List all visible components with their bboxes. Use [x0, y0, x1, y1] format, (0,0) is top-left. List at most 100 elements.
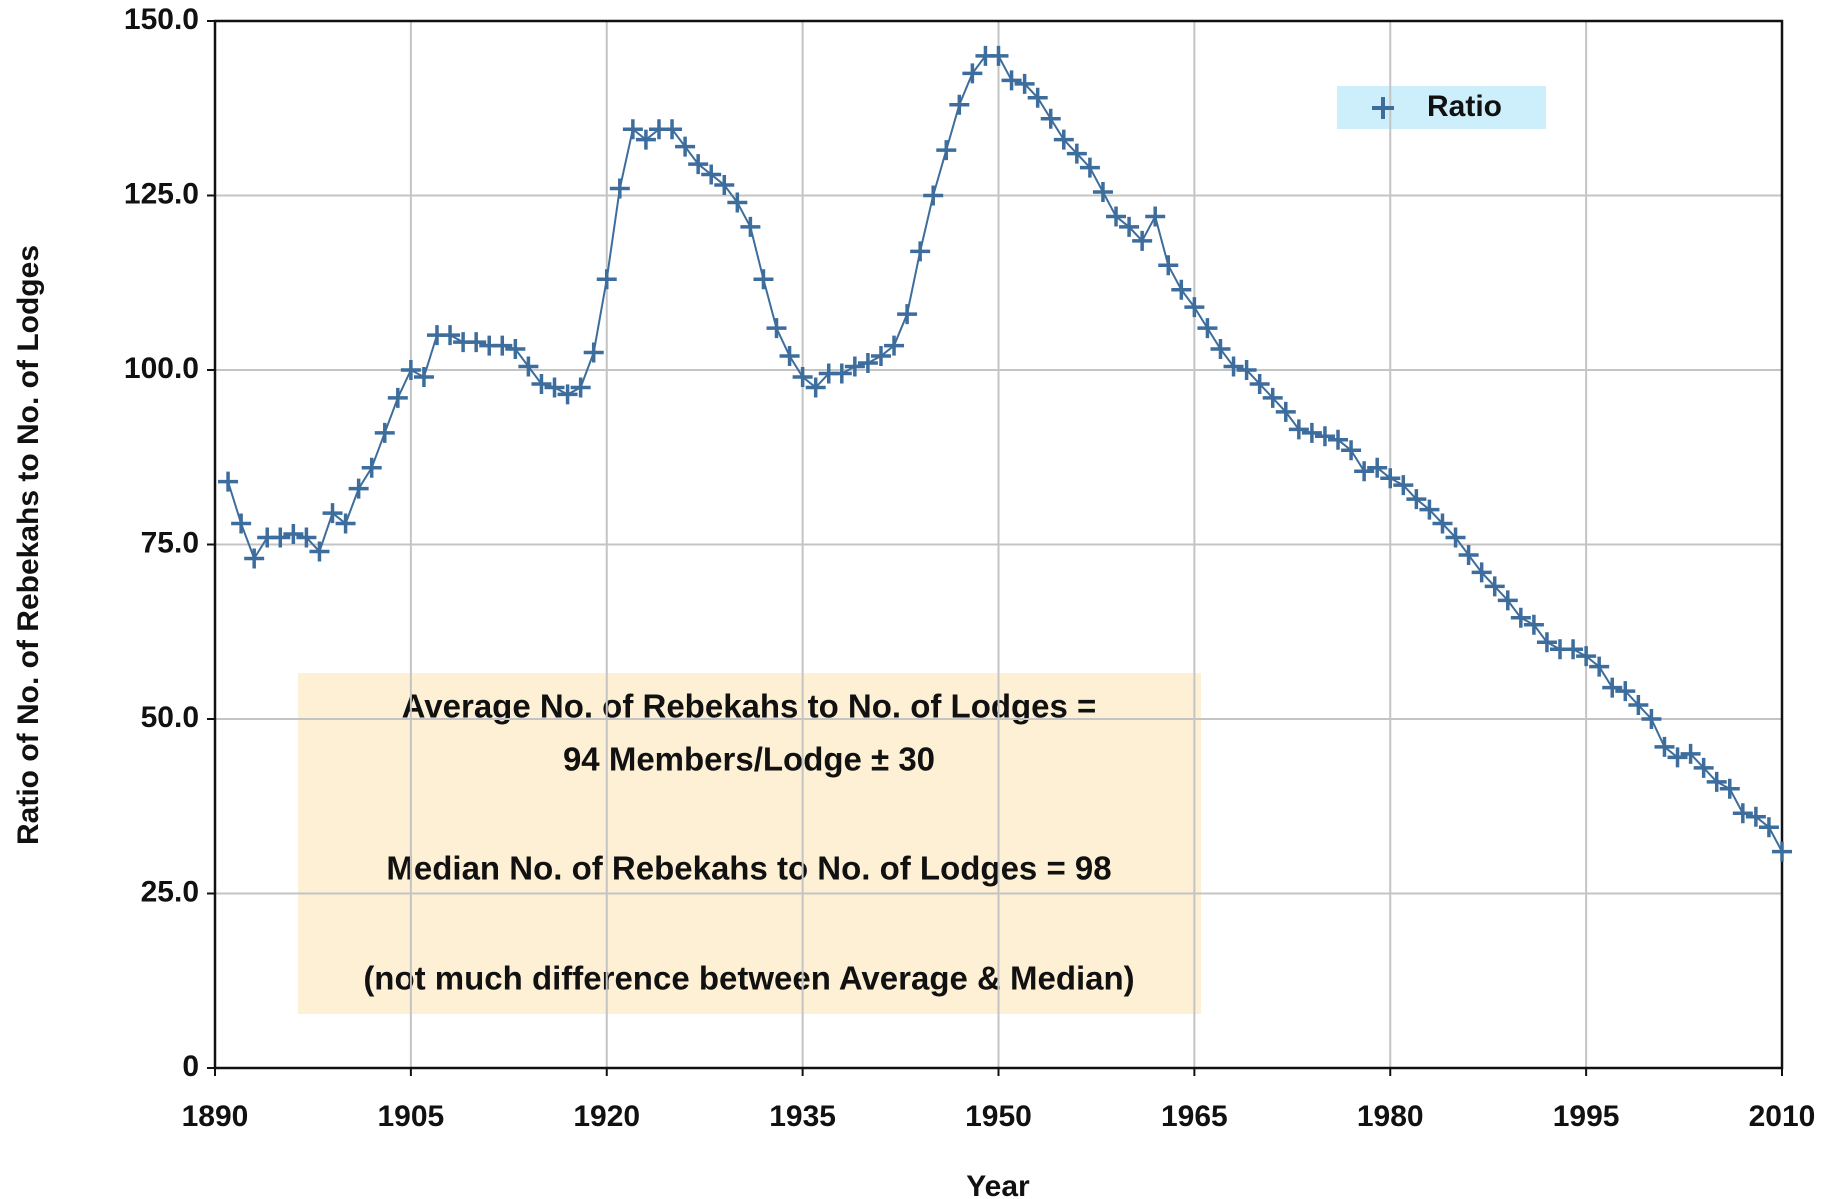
marker [1040, 108, 1061, 129]
y-tick-label: 25.0 [141, 875, 199, 908]
marker [622, 119, 643, 140]
marker [1354, 461, 1375, 482]
marker [910, 241, 931, 262]
x-tick-label: 1920 [573, 1100, 640, 1133]
x-tick-label: 1935 [769, 1100, 836, 1133]
marker [884, 335, 905, 356]
annotation: 94 Members/Lodge ± 30 [563, 741, 935, 778]
marker [531, 373, 552, 394]
plot-frame [213, 19, 1784, 1070]
x-axis-label: Year [966, 1170, 1030, 1199]
marker [897, 304, 918, 325]
y-axis-label: Ratio of No. of Rebekahs to No. of Lodge… [12, 245, 45, 845]
marker [1745, 806, 1766, 827]
marker [583, 342, 604, 363]
marker [1589, 656, 1610, 677]
marker [1262, 387, 1283, 408]
marker [870, 346, 891, 367]
y-tick-label: 0 [182, 1050, 199, 1083]
marker [1445, 527, 1466, 548]
marker [1092, 182, 1113, 203]
marker [1301, 422, 1322, 443]
marker [609, 178, 630, 199]
marker [596, 269, 617, 290]
marker [1341, 440, 1362, 461]
marker [1523, 614, 1544, 635]
marker [1719, 778, 1740, 799]
legend-label: Ratio [1427, 90, 1502, 123]
marker [1772, 841, 1792, 862]
marker [1367, 457, 1388, 478]
marker [1406, 489, 1427, 510]
annotation-box [298, 673, 1201, 1014]
marker [413, 366, 434, 387]
marker [1602, 677, 1623, 698]
marker [1288, 419, 1309, 440]
marker [1184, 297, 1205, 318]
marker [440, 325, 461, 346]
x-tick-label: 1890 [182, 1100, 249, 1133]
marker [1667, 747, 1688, 768]
marker [962, 63, 983, 84]
marker [283, 524, 304, 545]
x-tick-label: 2010 [1749, 1100, 1816, 1133]
marker [1171, 279, 1192, 300]
marker [1079, 157, 1100, 178]
marker [792, 366, 813, 387]
marker [518, 356, 539, 377]
marker [244, 548, 265, 569]
marker [1210, 339, 1231, 360]
marker [1380, 468, 1401, 489]
marker [1732, 803, 1753, 824]
marker [1132, 230, 1153, 251]
marker [1223, 356, 1244, 377]
marker [857, 353, 878, 374]
marker [662, 119, 683, 140]
marker [1314, 426, 1335, 447]
marker [1654, 736, 1675, 757]
y-tick-label: 125.0 [124, 177, 199, 210]
marker [1680, 743, 1701, 764]
marker [949, 94, 970, 115]
marker [1758, 817, 1779, 838]
marker [492, 335, 513, 356]
marker [1001, 70, 1022, 91]
x-tick-label: 1980 [1357, 1100, 1424, 1133]
y-tick-label: 100.0 [124, 352, 199, 385]
y-tick-label: 75.0 [141, 526, 199, 559]
y-tick-label: 150.0 [124, 3, 199, 36]
marker [270, 527, 291, 548]
marker [231, 513, 252, 534]
marker [1197, 318, 1218, 339]
marker [1066, 143, 1087, 164]
marker [1536, 632, 1557, 653]
marker [779, 346, 800, 367]
marker [1027, 87, 1048, 108]
marker [1275, 401, 1296, 422]
marker [296, 527, 317, 548]
marker [766, 318, 787, 339]
marker [1576, 646, 1597, 667]
x-tick-label: 1905 [378, 1100, 445, 1133]
marker [1484, 576, 1505, 597]
marker [1419, 499, 1440, 520]
marker [1014, 73, 1035, 94]
marker [1106, 206, 1127, 227]
marker [1510, 607, 1531, 628]
marker [1471, 562, 1492, 583]
marker [635, 129, 656, 150]
marker [374, 422, 395, 443]
marker [988, 45, 1009, 66]
y-tick-label: 50.0 [141, 701, 199, 734]
marker [1393, 475, 1414, 496]
legend-box [1337, 86, 1546, 129]
marker [505, 339, 526, 360]
marker [701, 164, 722, 185]
marker [831, 363, 852, 384]
marker [466, 332, 487, 353]
marker [544, 377, 565, 398]
marker [309, 541, 330, 562]
marker [218, 471, 239, 492]
marker [740, 216, 761, 237]
